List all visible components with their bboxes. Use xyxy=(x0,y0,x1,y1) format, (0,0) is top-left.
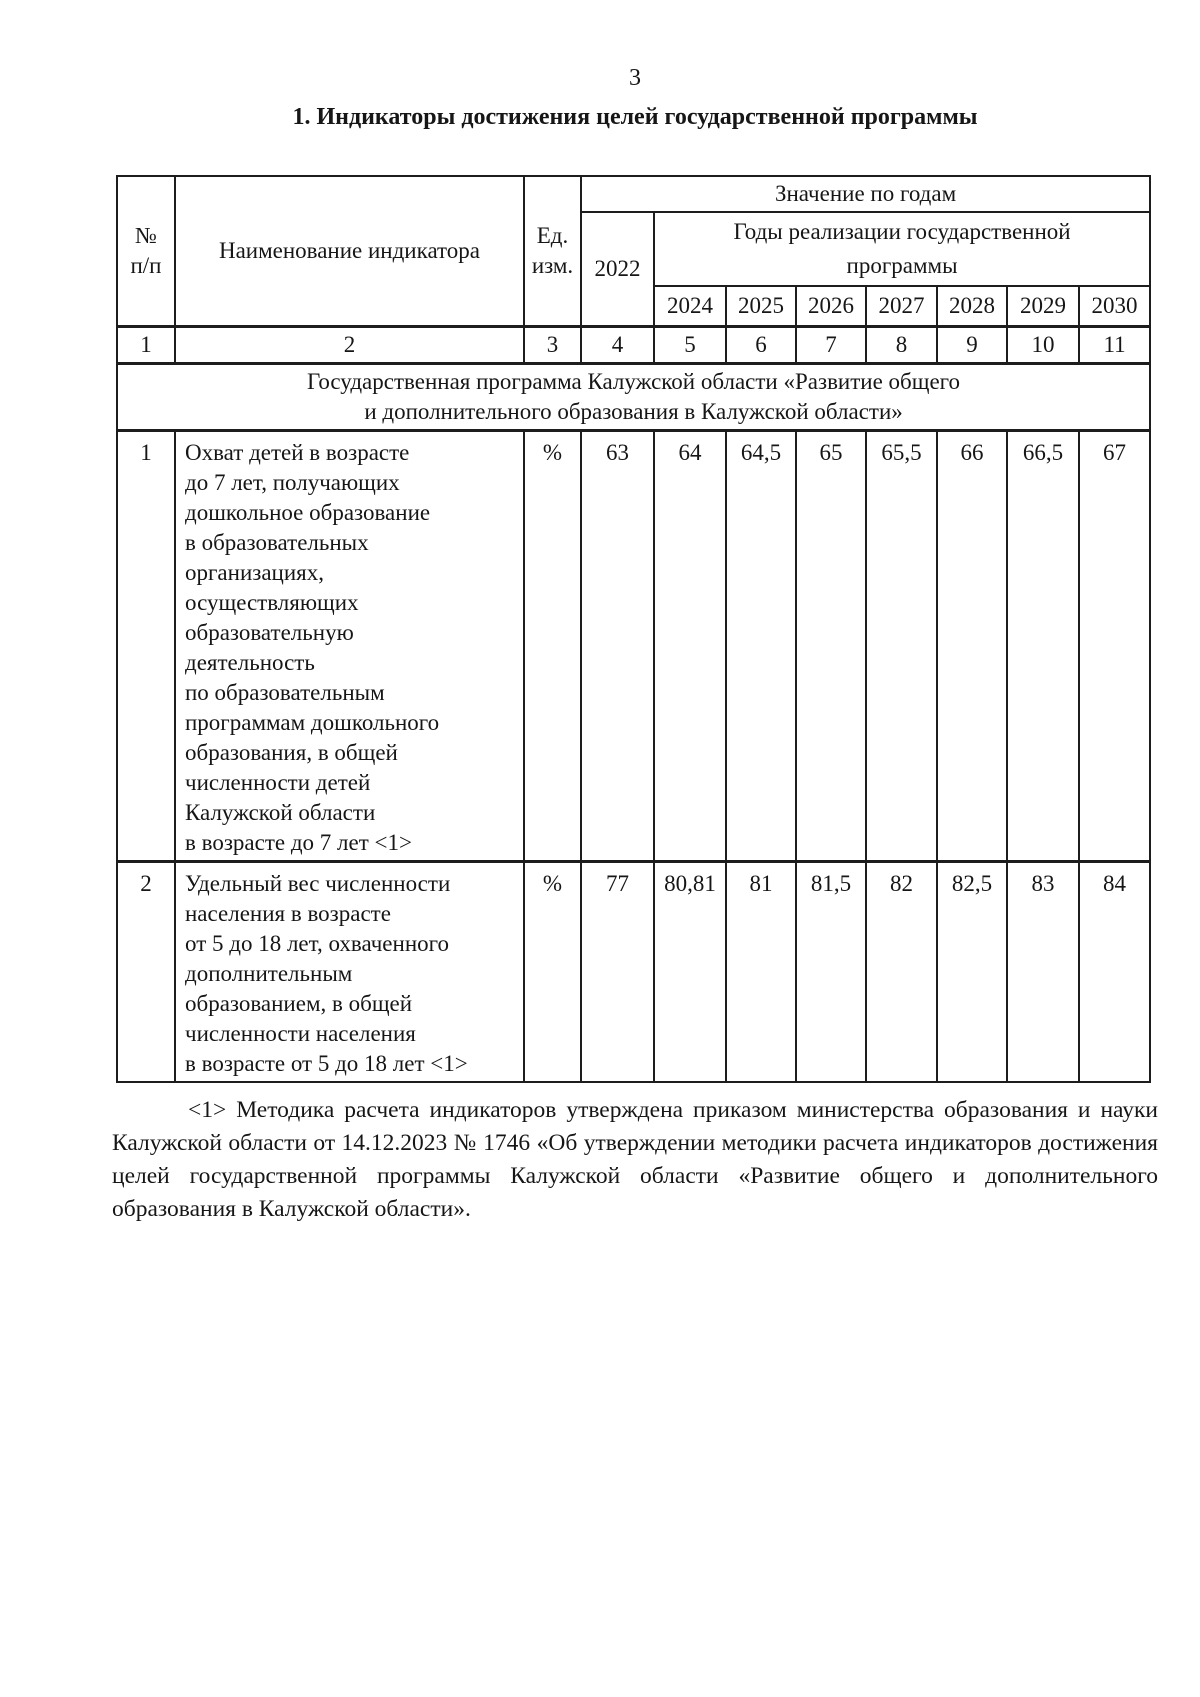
value-cell-2025: 64,5 xyxy=(725,429,797,862)
column-number-cell: 5 xyxy=(653,324,727,364)
value-cell-2022: 63 xyxy=(580,429,655,862)
value-cell-2030: 67 xyxy=(1077,429,1152,862)
header-cell-indicator-name: Наименование индикатора xyxy=(174,175,525,327)
indicators-table: № п/п Наименование индикатора Ед. изм. З… xyxy=(115,175,1152,1083)
program-section-title: Государственная программа Калужской обла… xyxy=(115,361,1152,432)
column-number-cell: 10 xyxy=(1006,324,1080,364)
column-number-cell: 9 xyxy=(936,324,1008,364)
header-cell-values-by-years: Значение по годам xyxy=(579,175,1152,213)
row-number-cell: 2 xyxy=(116,859,176,1083)
indicator-name-cell: Охват детей в возрасте до 7 лет, получаю… xyxy=(174,429,525,862)
program-section-row: Государственная программа Калужской обла… xyxy=(115,361,1152,432)
header-cell-unit: Ед. изм. xyxy=(523,175,582,327)
header-cell-year-2025: 2025 xyxy=(725,285,797,327)
column-number-cell: 6 xyxy=(725,324,797,364)
header-cell-year-2026: 2026 xyxy=(795,285,867,327)
row-number-cell: 1 xyxy=(116,429,176,862)
value-cell-2027: 65,5 xyxy=(865,429,938,862)
header-row-middle: 2022 Годы реализации государственной про… xyxy=(117,211,1152,327)
header-cell-year-2028: 2028 xyxy=(936,285,1008,327)
table-row: 2 Удельный вес численности населения в в… xyxy=(116,859,1152,1083)
header-cell-num: № п/п xyxy=(116,175,176,327)
value-cell-2028: 66 xyxy=(936,429,1008,862)
header-cell-year-2022: 2022 xyxy=(580,211,655,327)
value-cell-2022: 77 xyxy=(580,859,655,1083)
value-cell-2025: 81 xyxy=(725,859,797,1083)
column-numbers-row: 1 2 3 4 5 6 7 8 9 10 11 xyxy=(116,324,1152,364)
table-row: 1 Охват детей в возрасте до 7 лет, получ… xyxy=(116,429,1152,862)
header-cell-year-2029: 2029 xyxy=(1006,285,1080,327)
value-cell-2029: 66,5 xyxy=(1006,429,1080,862)
column-number-cell: 7 xyxy=(795,324,867,364)
page-number: 3 xyxy=(629,65,641,91)
value-cell-2026: 65 xyxy=(795,429,867,862)
header-row-top: № п/п Наименование индикатора Ед. изм. З… xyxy=(116,175,1152,327)
unit-cell: % xyxy=(523,859,582,1083)
column-number-cell: 1 xyxy=(116,324,176,364)
value-cell-2030: 84 xyxy=(1077,859,1152,1083)
page-title: 1. Индикаторы достижения целей государст… xyxy=(292,104,978,130)
column-number-cell: 4 xyxy=(580,324,655,364)
header-cell-year-2027: 2027 xyxy=(865,285,938,327)
value-cell-2029: 83 xyxy=(1006,859,1080,1083)
indicator-name-cell: Удельный вес численности населения в воз… xyxy=(174,859,525,1083)
header-row-years: 2024 2025 2026 2027 2028 2029 2030 xyxy=(117,285,1152,327)
header-cell-year-2030: 2030 xyxy=(1077,285,1152,327)
column-number-cell: 3 xyxy=(523,324,582,364)
footnote: <1> Методика расчета индикаторов утвержд… xyxy=(112,1097,1158,1222)
value-cell-2027: 82 xyxy=(865,859,938,1083)
unit-cell: % xyxy=(523,429,582,862)
header-cell-impl-years: Годы реализации государственной программ… xyxy=(652,211,1152,287)
header-cell-year-2024: 2024 xyxy=(653,285,727,327)
value-cell-2024: 80,81 xyxy=(653,859,727,1083)
value-cell-2024: 64 xyxy=(653,429,727,862)
column-number-cell: 11 xyxy=(1077,324,1152,364)
value-cell-2028: 82,5 xyxy=(936,859,1008,1083)
column-number-cell: 8 xyxy=(865,324,938,364)
value-cell-2026: 81,5 xyxy=(795,859,867,1083)
column-number-cell: 2 xyxy=(174,324,525,364)
